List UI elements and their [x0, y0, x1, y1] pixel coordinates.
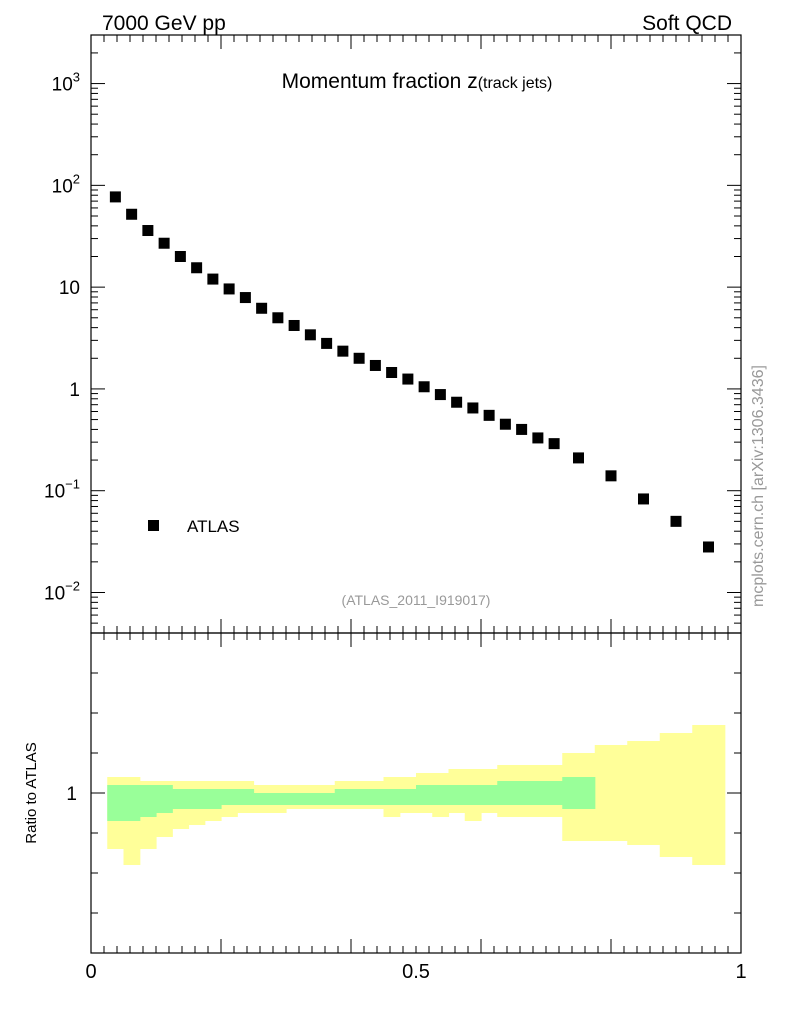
inner-band-bin [448, 785, 466, 805]
y-tick-label: 10 [59, 278, 80, 299]
inner-band-bin [383, 789, 401, 805]
data-point [239, 292, 251, 304]
inner-band-bin [351, 789, 368, 805]
data-point [451, 396, 463, 408]
y-tick-label: 103 [52, 70, 80, 96]
inner-band-bin [481, 785, 498, 805]
inner-band-bin [221, 789, 238, 805]
inner-band-bin [139, 785, 157, 817]
inner-band-bin [432, 785, 450, 805]
inner-band-bin [562, 777, 596, 809]
analysis-label: (ATLAS_2011_I919017) [342, 592, 491, 608]
data-point [288, 319, 300, 331]
inner-band-bin [513, 781, 531, 805]
legend-label: ATLAS [187, 517, 240, 536]
inner-band-bin [204, 789, 222, 809]
bottom-plot-frame [90, 632, 742, 954]
x-tick-label: 0.5 [402, 961, 430, 983]
inner-band-bin [107, 785, 125, 821]
legend-marker [148, 520, 159, 531]
data-point [499, 418, 511, 430]
data-point [638, 493, 649, 505]
inner-band-bin [367, 789, 385, 805]
data-point [418, 381, 430, 393]
data-point [605, 470, 617, 482]
data-point [142, 225, 154, 237]
legend: ATLAS [148, 517, 240, 536]
top-panel: Momentum fraction z(track jets) (ATLAS_2… [44, 34, 742, 634]
top-chart-title: Momentum fraction z(track jets) [282, 70, 553, 93]
inner-band-bin [237, 789, 255, 805]
data-point [353, 352, 365, 364]
data-markers [109, 191, 714, 553]
header-left: 7000 GeV pp [102, 12, 226, 35]
data-point [304, 329, 316, 341]
side-watermark: mcplots.cern.ch [arXiv:1306.3436] [750, 365, 767, 607]
inner-band-bin [546, 781, 563, 805]
inner-band-bin [399, 789, 417, 805]
y-tick-label: 10−1 [44, 477, 80, 503]
inner-band-bin [302, 793, 320, 805]
outer-band-bin [627, 741, 661, 845]
data-point [369, 359, 381, 371]
data-point [386, 366, 398, 378]
title-subscript: (track jets) [478, 75, 553, 92]
outer-band-bin [692, 725, 726, 865]
y-tick-label: 1 [69, 380, 80, 401]
inner-band-bin [253, 793, 271, 805]
title-variable: z [467, 70, 478, 93]
inner-band-bin [269, 793, 287, 805]
inner-band-bin [416, 785, 433, 805]
ratio-bands [107, 725, 726, 865]
header-right: Soft QCD [642, 12, 732, 35]
top-axis-ticks: 10−2 10−1 1 10 102 103 [44, 34, 742, 634]
bottom-panel: 0 0.5 1 1 Ratio to ATLAS [23, 632, 747, 983]
data-point [272, 312, 284, 324]
title-main: Momentum fraction [282, 70, 468, 93]
data-point [207, 273, 219, 285]
data-point [158, 237, 170, 249]
data-point [109, 191, 121, 203]
outer-band-bin [659, 733, 693, 857]
inner-band-bin [334, 789, 352, 805]
inner-band-bin [318, 793, 336, 805]
inner-band-bin [172, 789, 190, 809]
data-point [573, 452, 584, 464]
inner-band-bin [188, 789, 206, 809]
ratio-axis-label: Ratio to ATLAS [23, 742, 40, 843]
inner-band-bin [464, 785, 482, 805]
data-point [532, 432, 544, 444]
data-point [256, 302, 268, 314]
inner-band-bin [123, 785, 141, 821]
data-point [670, 515, 682, 527]
data-point [126, 208, 138, 220]
y-tick-label: 102 [52, 171, 80, 197]
inner-band-bin [156, 785, 173, 813]
data-point [337, 345, 349, 357]
inner-band-bin [286, 793, 303, 805]
y-tick-label: 1 [66, 784, 77, 805]
data-point [548, 438, 560, 450]
data-point [434, 389, 446, 401]
data-point [483, 409, 495, 421]
data-point [402, 373, 414, 385]
data-point [516, 423, 528, 435]
top-plot-frame [90, 34, 742, 634]
x-tick-label: 1 [735, 961, 746, 983]
data-point [703, 541, 714, 553]
inner-band-bin [529, 781, 547, 805]
data-point [191, 262, 203, 274]
data-point [223, 283, 235, 295]
x-tick-label: 0 [85, 961, 96, 983]
inner-band-bin [497, 781, 515, 805]
data-point [467, 402, 479, 414]
data-point [321, 337, 333, 349]
outer-band-bin [594, 745, 628, 841]
y-tick-label: 10−2 [44, 578, 80, 604]
data-point [174, 250, 186, 262]
bottom-axis-ticks: 0 0.5 1 1 [66, 633, 747, 983]
